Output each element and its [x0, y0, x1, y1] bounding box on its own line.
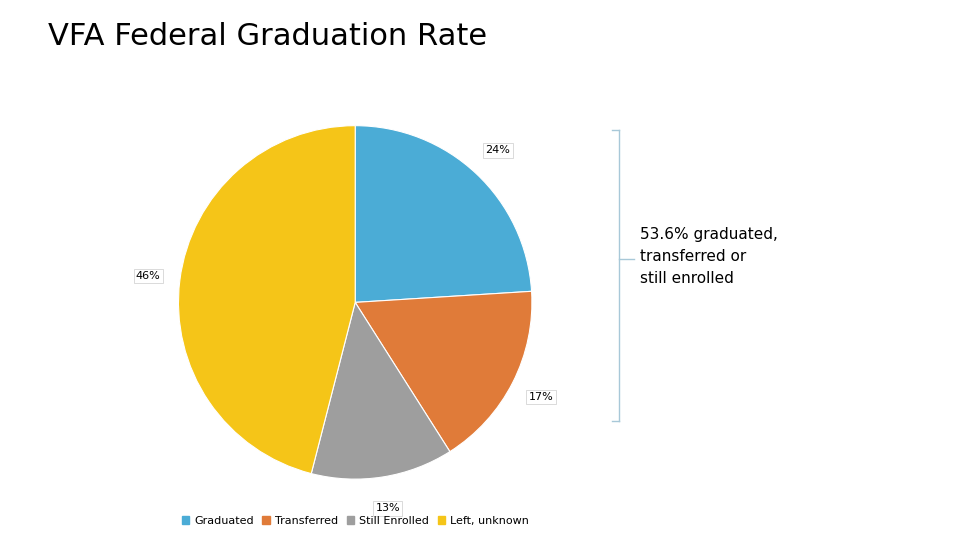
Text: 53.6% graduated,
transferred or
still enrolled: 53.6% graduated, transferred or still en…	[640, 227, 779, 286]
Text: 17%: 17%	[529, 392, 553, 402]
Text: 24%: 24%	[486, 145, 511, 156]
Text: 13%: 13%	[375, 503, 400, 514]
Legend: Graduated, Transferred, Still Enrolled, Left, unknown: Graduated, Transferred, Still Enrolled, …	[178, 511, 533, 530]
Text: VFA Federal Graduation Rate: VFA Federal Graduation Rate	[48, 22, 487, 51]
Text: 46%: 46%	[136, 271, 160, 281]
Wedge shape	[355, 291, 532, 451]
Wedge shape	[311, 302, 450, 479]
Wedge shape	[355, 126, 532, 302]
Wedge shape	[179, 126, 355, 474]
